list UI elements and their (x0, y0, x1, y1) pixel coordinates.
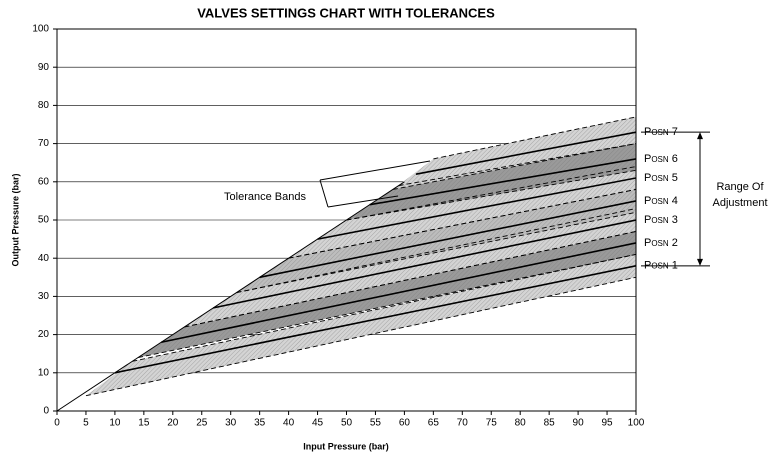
position-line (161, 242, 637, 344)
x-tick-label: 65 (428, 418, 440, 429)
position-line (259, 200, 637, 279)
x-tick-label: 75 (486, 418, 498, 429)
x-tick-label: 5 (83, 418, 89, 429)
y-tick-label: 30 (38, 291, 50, 302)
tolerance-limit (236, 208, 637, 294)
y-tick-label: 20 (38, 329, 50, 340)
tolerance-limit (346, 169, 637, 221)
legend-label: Posn 6 (644, 153, 678, 165)
chart-title: VALVES SETTINGS CHART WITH TOLERANCES (197, 5, 495, 20)
x-tick-label: 10 (109, 418, 121, 429)
y-tick-label: 90 (38, 62, 50, 73)
tolerance-limit (433, 116, 637, 160)
x-tick-label: 90 (573, 418, 585, 429)
x-tick-label: 100 (628, 418, 645, 429)
x-tick-label: 70 (457, 418, 469, 429)
annotation-line (327, 195, 399, 208)
tolerance-hatch (288, 166, 636, 259)
x-axis-label: Input Pressure (bar) (303, 441, 389, 451)
annotation: Range Of (716, 181, 764, 193)
tolerance-limit (184, 231, 637, 328)
tolerance-limit (132, 253, 637, 362)
arrow-head (697, 258, 703, 266)
y-axis-label: Output Pressure (bar) (10, 173, 20, 266)
annotation-line (319, 179, 329, 208)
x-tick-label: 20 (167, 418, 179, 429)
tolerance-limit (346, 166, 637, 221)
plot-border (56, 28, 637, 412)
y-tick-label: 50 (38, 215, 50, 226)
x-tick-label: 0 (54, 418, 60, 429)
y-tick-label: 70 (38, 138, 50, 149)
y-tick-label: 60 (38, 176, 50, 187)
x-tick-label: 85 (544, 418, 556, 429)
position-line (369, 158, 637, 206)
x-tick-label: 25 (196, 418, 208, 429)
annotation: Tolerance Bands (224, 191, 306, 203)
annotation: Adjustment (712, 197, 767, 209)
tolerance-limit (137, 253, 637, 358)
arrow-head (697, 132, 703, 140)
tolerance-limit (85, 276, 637, 397)
position-line (415, 131, 637, 175)
annotation-line (319, 160, 431, 181)
x-tick-label: 45 (312, 418, 324, 429)
tolerance-limit (288, 188, 637, 259)
y-tick-label: 80 (38, 100, 50, 111)
legend-label: Posn 3 (644, 214, 678, 226)
y-tick-label: 100 (32, 24, 49, 35)
y-tick-label: 10 (38, 367, 50, 378)
tolerance-hatch (85, 254, 636, 396)
position-line (317, 177, 637, 240)
x-tick-label: 55 (370, 418, 382, 429)
limit-line (56, 181, 405, 412)
x-tick-label: 40 (283, 418, 295, 429)
x-tick-label: 50 (341, 418, 353, 429)
x-tick-label: 80 (515, 418, 527, 429)
tolerance-limit (392, 143, 637, 190)
x-tick-label: 15 (138, 418, 150, 429)
tolerance-limit (398, 143, 637, 187)
x-tick-label: 60 (399, 418, 411, 429)
legend-label: Posn 2 (644, 237, 678, 249)
position-line (114, 265, 637, 374)
x-tick-label: 95 (601, 418, 613, 429)
legend-label: Posn 4 (644, 195, 678, 207)
x-tick-label: 30 (225, 418, 237, 429)
tolerance-hatch (392, 116, 636, 190)
y-tick-label: 40 (38, 253, 50, 264)
y-tick-label: 0 (43, 406, 49, 417)
tolerance-limit (236, 211, 637, 294)
x-tick-label: 35 (254, 418, 266, 429)
legend-label: Posn 5 (644, 172, 678, 184)
tolerance-hatch (346, 143, 636, 220)
position-line (213, 219, 637, 309)
